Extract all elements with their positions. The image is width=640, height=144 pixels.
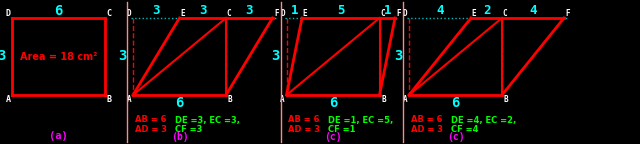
- Text: AD = 3: AD = 3: [411, 125, 443, 133]
- Text: C: C: [227, 10, 231, 18]
- Text: 2: 2: [483, 3, 490, 17]
- Text: B: B: [381, 95, 386, 105]
- Text: AB = 6: AB = 6: [135, 115, 166, 125]
- Text: (c): (c): [324, 132, 342, 142]
- Text: AD = 3: AD = 3: [135, 125, 167, 133]
- Text: 3: 3: [199, 3, 207, 17]
- Text: 6: 6: [54, 4, 63, 18]
- Text: B: B: [504, 95, 508, 105]
- Text: B: B: [106, 95, 111, 105]
- Text: 3: 3: [152, 3, 160, 17]
- Text: DE =3, EC =3,: DE =3, EC =3,: [175, 115, 240, 125]
- Text: CF =3: CF =3: [175, 125, 202, 133]
- Text: 6: 6: [175, 96, 184, 110]
- Text: D: D: [6, 10, 10, 18]
- Text: (c): (c): [447, 132, 464, 142]
- Text: A: A: [403, 95, 407, 105]
- Text: (b): (b): [171, 132, 188, 142]
- Text: F: F: [566, 10, 570, 18]
- Text: 6: 6: [451, 96, 460, 110]
- Text: D: D: [127, 10, 131, 18]
- Text: D: D: [280, 10, 285, 18]
- Text: C: C: [502, 10, 508, 18]
- Text: A: A: [280, 95, 285, 105]
- Text: 3: 3: [0, 50, 5, 64]
- Text: 1: 1: [383, 3, 391, 17]
- Text: 3: 3: [394, 50, 402, 64]
- Text: DE =4, EC =2,: DE =4, EC =2,: [451, 115, 516, 125]
- Text: 1: 1: [291, 3, 298, 17]
- Text: CF =1: CF =1: [328, 125, 356, 133]
- Text: 4: 4: [529, 3, 537, 17]
- Text: 4: 4: [436, 3, 444, 17]
- Text: B: B: [228, 95, 232, 105]
- Text: A: A: [6, 95, 10, 105]
- Text: C: C: [380, 10, 385, 18]
- Text: 5: 5: [337, 3, 344, 17]
- Text: CF =4: CF =4: [451, 125, 478, 133]
- Text: 3: 3: [246, 3, 253, 17]
- Text: 3: 3: [118, 50, 126, 64]
- Text: AB = 6: AB = 6: [411, 115, 442, 125]
- Text: F: F: [274, 10, 279, 18]
- Text: AD = 3: AD = 3: [289, 125, 321, 133]
- Text: E: E: [303, 10, 307, 18]
- Text: E: E: [472, 10, 476, 18]
- Text: AB = 6: AB = 6: [289, 115, 320, 125]
- Text: A: A: [127, 95, 131, 105]
- Text: 3: 3: [271, 50, 280, 64]
- Text: F: F: [397, 10, 401, 18]
- Text: E: E: [180, 10, 185, 18]
- Text: DE =1, EC =5,: DE =1, EC =5,: [328, 115, 394, 125]
- Text: D: D: [403, 10, 407, 18]
- Text: (a): (a): [49, 131, 68, 141]
- Text: 6: 6: [329, 96, 337, 110]
- Text: Area = 18 cm²: Area = 18 cm²: [20, 52, 97, 61]
- Text: C: C: [106, 10, 111, 18]
